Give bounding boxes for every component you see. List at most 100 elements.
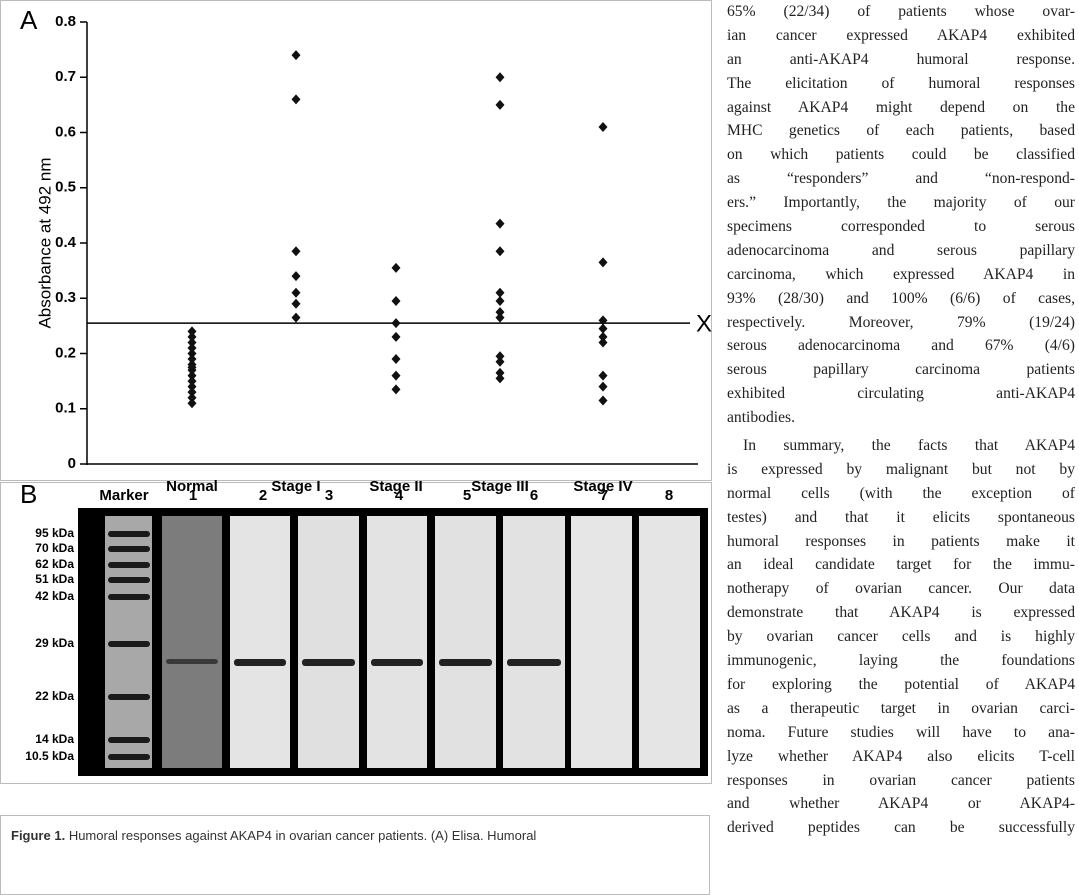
caption-text: Humoral responses against AKAP4 in ovari…	[68, 828, 537, 843]
data-point	[391, 384, 401, 395]
data-point	[187, 342, 197, 353]
text-line: immunogenic, laying the foundations	[727, 652, 1075, 670]
marker-band	[108, 577, 150, 583]
marker-label: 14 kDa	[35, 732, 74, 746]
lane	[298, 516, 359, 768]
data-point	[598, 323, 608, 334]
data-point	[598, 370, 608, 381]
data-point	[495, 312, 505, 323]
data-point	[598, 381, 608, 392]
text-line: The elicitation of humoral responses	[727, 74, 1075, 92]
caption-label: Figure 1.	[11, 828, 66, 843]
lane-label: 4	[395, 487, 404, 504]
marker-band	[108, 694, 150, 700]
y-tick-label: 0.7	[55, 68, 76, 85]
data-point	[291, 287, 301, 298]
data-point	[187, 331, 197, 342]
data-point	[495, 72, 505, 83]
data-point	[187, 387, 197, 398]
lane-label: 5	[463, 487, 471, 504]
data-point	[187, 337, 197, 348]
marker-label: 62 kDa	[35, 557, 74, 571]
marker-label: 42 kDa	[35, 589, 74, 603]
data-point	[187, 370, 197, 381]
data-point	[187, 354, 197, 365]
data-point	[391, 354, 401, 365]
data-point	[598, 257, 608, 268]
text-line: lyze whether AKAP4 also elicits T-cell	[727, 747, 1075, 765]
y-tick-label: 0.3	[55, 289, 76, 306]
marker-label: 29 kDa	[35, 636, 74, 650]
data-point	[187, 392, 197, 403]
band	[234, 659, 286, 666]
data-point	[598, 121, 608, 132]
data-point	[291, 246, 301, 257]
text-line: antibodies.	[727, 409, 795, 427]
x-tick-label: Normal	[166, 478, 218, 495]
panel-label: A	[20, 5, 38, 35]
data-point	[391, 262, 401, 273]
marker-band	[108, 546, 150, 552]
data-point	[495, 373, 505, 384]
y-tick-label: 0	[68, 455, 76, 472]
data-point	[495, 218, 505, 229]
marker-band	[108, 641, 150, 647]
data-point	[291, 271, 301, 282]
x-tick-label: Stage III	[471, 478, 529, 495]
data-point	[187, 359, 197, 370]
text-line: for exploring the potential of AKAP4	[727, 675, 1075, 693]
marker-band	[108, 737, 150, 743]
text-line: specimens corresponded to serous	[727, 218, 1075, 236]
text-line: MHC genetics of each patients, based	[727, 122, 1075, 140]
band	[507, 659, 561, 666]
lane	[367, 516, 427, 768]
x-tick-label: Stage IV	[573, 478, 632, 495]
band	[439, 659, 492, 666]
text-line: an anti-AKAP4 humoral response.	[727, 50, 1075, 68]
figure-caption: Figure 1. Humoral responses against AKAP…	[0, 815, 710, 895]
marker-band	[108, 562, 150, 568]
figure: A Absorbance at 492 nm B 0 0.1 0.2 0.3 0.4 0.…	[0, 0, 712, 784]
text-line: an ideal candidate target for the immu-	[727, 556, 1075, 574]
data-point	[391, 318, 401, 329]
data-point	[598, 337, 608, 348]
marker-band	[108, 754, 150, 760]
lane-label: 8	[665, 487, 673, 504]
panel-frame	[0, 482, 712, 784]
paragraph: 65% (22/34) of patients whose ovar-ian c…	[727, 0, 1075, 430]
text-line: carcinoma, which expressed AKAP4 in	[727, 265, 1075, 283]
text-line: In summary, the facts that AKAP4	[743, 437, 1075, 455]
marker-band	[108, 531, 150, 537]
lane-label: 1	[189, 487, 197, 504]
data-point	[291, 50, 301, 61]
lane	[571, 516, 632, 768]
marker-label: 51 kDa	[35, 572, 74, 586]
lane	[503, 516, 565, 768]
data-point	[291, 94, 301, 105]
y-tick-label: 0.8	[55, 13, 76, 30]
text-line: 65% (22/34) of patients whose ovar-	[727, 3, 1075, 20]
threshold-label: X	[696, 310, 712, 337]
data-point	[391, 296, 401, 307]
paragraph: In summary, the facts that AKAP4 is expre…	[727, 434, 1075, 840]
text-line: testes) and that it elicits spontaneous	[727, 508, 1075, 526]
text-line: noma. Future studies will have to ana-	[727, 723, 1075, 741]
lane	[230, 516, 290, 768]
data-point	[187, 381, 197, 392]
data-point	[291, 298, 301, 309]
x-tick-label: Stage II	[369, 478, 422, 495]
text-line: on which patients could be classified	[727, 146, 1075, 164]
data-point	[391, 370, 401, 381]
data-point	[495, 296, 505, 307]
data-point	[495, 356, 505, 367]
y-tick-label: 0.6	[55, 123, 76, 140]
text-line: derived peptides can be successfully	[727, 819, 1075, 837]
data-point	[495, 367, 505, 378]
y-tick-label: 0.4	[55, 234, 77, 251]
y-tick-label: 0.2	[55, 344, 76, 361]
lane-label: 7	[600, 487, 608, 504]
data-point	[495, 351, 505, 362]
marker-label: 70 kDa	[35, 541, 74, 555]
y-axis-title: Absorbance at 492 nm	[35, 157, 54, 328]
text-line: responses in ovarian cancer patients	[727, 771, 1075, 789]
